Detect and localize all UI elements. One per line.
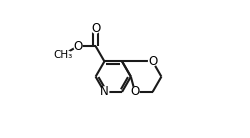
Text: CH₃: CH₃ xyxy=(53,50,72,60)
Ellipse shape xyxy=(148,57,156,66)
Text: O: O xyxy=(90,22,100,35)
Ellipse shape xyxy=(91,24,99,33)
Text: O: O xyxy=(73,40,82,53)
Text: O: O xyxy=(148,55,156,68)
Ellipse shape xyxy=(74,41,82,51)
Ellipse shape xyxy=(53,50,72,60)
Text: N: N xyxy=(100,85,108,98)
Ellipse shape xyxy=(130,87,138,97)
Ellipse shape xyxy=(100,87,108,97)
Text: O: O xyxy=(130,85,139,98)
